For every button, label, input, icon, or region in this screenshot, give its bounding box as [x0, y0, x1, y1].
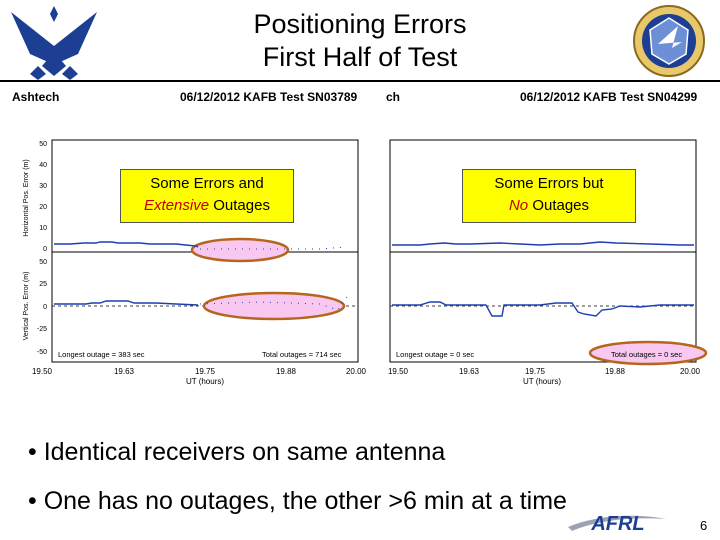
- positioning-error-plots: 50 40 30 20 10 0 50 25 0 -25 -50 Horizon…: [23, 139, 708, 386]
- header-fragment: ch: [386, 90, 401, 104]
- title-divider: [0, 80, 720, 82]
- receiver-label-left: Ashtech: [12, 90, 60, 104]
- right-xtick-2: 19.63: [459, 367, 480, 376]
- left-longest-outage: Longest outage = 383 sec: [58, 350, 145, 359]
- callout-left-line2: Extensive Outages: [121, 195, 293, 217]
- h-ylabel: Horizontal Pos. Error (m): [23, 159, 30, 236]
- v-tick-25: 25: [39, 281, 47, 288]
- left-xticks: 19.50 19.63 19.75 19.88 20.00: [32, 367, 367, 376]
- callout-left-emphasis: Extensive: [144, 197, 210, 214]
- right-xlabel: UT (hours): [523, 377, 561, 386]
- h-tick-30: 30: [39, 183, 47, 190]
- right-horizontal-trace: [392, 241, 694, 246]
- left-xtick-4: 19.88: [276, 367, 297, 376]
- h-tick-20: 20: [39, 204, 47, 211]
- afrl-shield-emblem: [633, 5, 705, 77]
- h-tick-40: 40: [39, 162, 47, 169]
- test-label-right: 06/12/2012 KAFB Test SN04299: [520, 90, 698, 104]
- no-outage-highlight: [588, 340, 708, 366]
- h-tick-0: 0: [43, 246, 47, 253]
- callout-right-line1: Some Errors but: [494, 175, 604, 192]
- h-tick-10: 10: [39, 225, 47, 232]
- page-number: 6: [700, 518, 708, 533]
- test-label-left: 06/12/2012 KAFB Test SN03789: [180, 90, 358, 104]
- v-tick-50: 50: [39, 259, 47, 266]
- left-xlabel: UT (hours): [186, 377, 224, 386]
- callout-right-line2: No Outages: [463, 195, 635, 217]
- v-tick-0: 0: [43, 304, 47, 311]
- left-xtick-2: 19.63: [114, 367, 135, 376]
- afrl-logo: AFRL: [568, 513, 666, 535]
- callout-left-line1: Some Errors and: [150, 175, 264, 192]
- left-xtick-1: 19.50: [32, 367, 53, 376]
- bullet-outage-comparison: • One has no outages, the other >6 min a…: [28, 487, 567, 515]
- h-tick-50: 50: [39, 141, 47, 148]
- outage-highlight-top: [190, 237, 290, 263]
- callout-right-emphasis: No: [508, 197, 529, 214]
- left-total-outages: Total outages = 714 sec: [262, 350, 342, 359]
- left-v-yticks: 50 25 0 -25 -50: [37, 259, 47, 356]
- title-line-2: First Half of Test: [262, 42, 458, 72]
- left-xtick-3: 19.75: [195, 367, 216, 376]
- slide-title: Positioning Errors First Half of Test: [170, 8, 550, 74]
- v-tick-neg50: -50: [37, 349, 47, 356]
- title-line-1: Positioning Errors: [253, 9, 467, 39]
- air-force-wings-logo: [11, 6, 97, 80]
- right-xticks: 19.50 19.63 19.75 19.88 20.00: [388, 367, 701, 376]
- left-vertical-trace: [54, 300, 199, 306]
- bullet-identical-receivers: • Identical receivers on same antenna: [28, 438, 446, 466]
- afrl-logo-text: AFRL: [590, 513, 644, 535]
- right-xtick-4: 19.88: [605, 367, 626, 376]
- right-xtick-5: 20.00: [680, 367, 701, 376]
- left-horizontal-trace: [54, 241, 199, 248]
- callout-left-tail: Outages: [213, 197, 270, 214]
- left-h-yticks: 50 40 30 20 10 0: [39, 141, 47, 253]
- callout-right-tail: Outages: [532, 197, 590, 214]
- callout-no-outages: Some Errors but No Outages: [462, 169, 636, 223]
- right-total-outages: Total outages = 0 sec: [611, 350, 682, 359]
- outage-highlight-bottom: [202, 291, 346, 321]
- right-xtick-3: 19.75: [525, 367, 546, 376]
- callout-extensive-outages: Some Errors and Extensive Outages: [120, 169, 294, 223]
- left-horizontal-outage-trace: [200, 246, 347, 250]
- right-xtick-1: 19.50: [388, 367, 409, 376]
- left-xtick-5: 20.00: [346, 367, 367, 376]
- right-longest-outage: Longest outage = 0 sec: [396, 350, 474, 359]
- v-tick-neg25: -25: [37, 326, 47, 333]
- right-vertical-trace: [392, 301, 694, 317]
- v-ylabel: Vertical Pos. Error (m): [23, 272, 30, 341]
